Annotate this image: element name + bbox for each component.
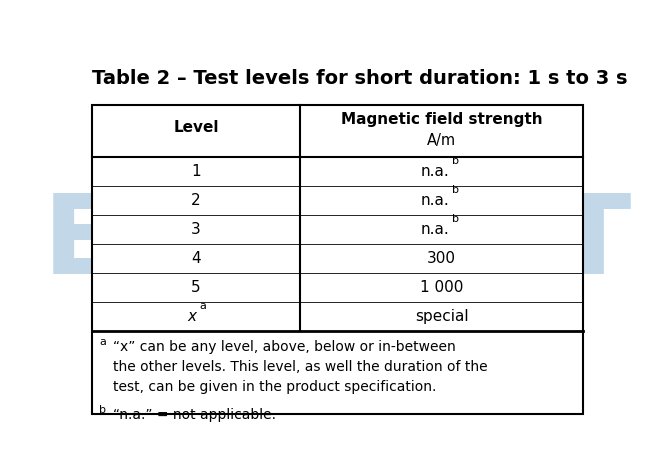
Text: 3: 3 bbox=[191, 222, 201, 237]
Text: 1 000: 1 000 bbox=[420, 280, 463, 295]
Text: Magnetic field strength: Magnetic field strength bbox=[341, 112, 542, 127]
Text: b: b bbox=[451, 214, 459, 224]
Text: 1: 1 bbox=[191, 164, 201, 179]
Text: x: x bbox=[188, 309, 197, 324]
Text: Level: Level bbox=[173, 120, 218, 135]
Text: n.a.: n.a. bbox=[421, 164, 450, 179]
Text: “x” can be any level, above, below or in-between: “x” can be any level, above, below or in… bbox=[113, 340, 456, 354]
Text: “n.a.” = not applicable.: “n.a.” = not applicable. bbox=[113, 408, 276, 422]
Bar bbox=[91, 105, 583, 414]
Text: n.a.: n.a. bbox=[421, 222, 450, 237]
Text: b: b bbox=[451, 156, 459, 166]
Text: 2: 2 bbox=[191, 193, 201, 208]
Text: test, can be given in the product specification.: test, can be given in the product specif… bbox=[113, 380, 437, 394]
Text: 4: 4 bbox=[191, 251, 201, 266]
Text: EUT TEST: EUT TEST bbox=[43, 191, 632, 298]
Text: Table 2 – Test levels for short duration: 1 s to 3 s: Table 2 – Test levels for short duration… bbox=[91, 69, 627, 88]
Text: a: a bbox=[199, 301, 206, 311]
Text: A/m: A/m bbox=[427, 133, 456, 147]
Text: n.a.: n.a. bbox=[421, 193, 450, 208]
Text: 5: 5 bbox=[191, 280, 201, 295]
Text: b: b bbox=[99, 405, 107, 415]
Text: the other levels. This level, as well the duration of the: the other levels. This level, as well th… bbox=[113, 360, 488, 374]
Text: 300: 300 bbox=[427, 251, 456, 266]
Text: b: b bbox=[451, 185, 459, 195]
Text: a: a bbox=[99, 337, 106, 347]
Text: special: special bbox=[415, 309, 468, 324]
